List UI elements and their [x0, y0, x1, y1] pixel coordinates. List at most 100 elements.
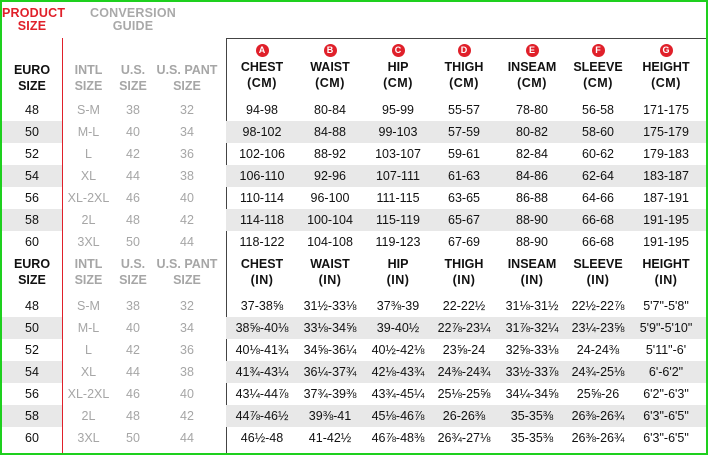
cm-us-size-header-line2: SIZE: [119, 79, 147, 93]
in-sleeve-cell: 26⅜-26¾: [571, 409, 625, 423]
in-inseam-cell: 33½-33⅞: [505, 365, 559, 379]
in-hip-cell: 43¾-45¼: [371, 387, 425, 401]
cm-euro-size-cell: 54: [25, 169, 39, 183]
cm-row: 58 2L 48 42 114-118 100-104 115-119 65-67 88-90 6…: [2, 209, 706, 231]
cm-row: 50 M-L 40 34 98-102 84-88 99-103 57-59 80-82 58-6…: [2, 121, 706, 143]
in-intl-size-cell: 3XL: [77, 431, 100, 445]
in-row: 56 XL-2XL 46 40 43¼-44⅞ 37¾-39⅜ 43¾-45¼ 25⅛-25⅝…: [2, 383, 706, 405]
in-us-size-cell: 50: [126, 431, 140, 445]
cm-waist-header-unit: (CM): [315, 76, 345, 90]
in-intl-size-cell: XL-2XL: [67, 387, 110, 401]
thigh-badge-icon: D: [457, 44, 471, 57]
cm-us-pant-size-cell: 42: [180, 213, 194, 227]
in-inseam-cell: 35-35⅜: [510, 409, 554, 423]
in-euro-size-cell: 56: [25, 387, 39, 401]
cm-thigh-cell: 65-67: [448, 213, 480, 227]
cm-sleeve-cell: 66-68: [582, 235, 614, 249]
cm-us-pant-size-header-line2: SIZE: [173, 79, 201, 93]
in-us-size-cell: 44: [126, 365, 140, 379]
in-height-cell: 5'11"-6': [645, 343, 687, 357]
in-us-size-cell: 46: [126, 387, 140, 401]
in-sleeve-cell: 24-24⅜: [576, 343, 620, 357]
in-height-header-name: HEIGHT: [642, 257, 690, 271]
in-chest-header-unit: (IN): [250, 273, 274, 287]
in-chest-cell: 38⅝-40⅛: [235, 321, 289, 335]
in-euro-size-header: EURO SIZE: [2, 256, 62, 288]
cm-height-cell: 171-175: [643, 103, 689, 117]
cm-waist-cell: 92-96: [314, 169, 346, 183]
in-hip-cell: 37⅜-39: [376, 299, 420, 313]
in-waist-cell: 39⅜-41: [308, 409, 352, 423]
cm-chest-header: A CHEST (CM): [228, 44, 296, 91]
in-hip-cell: 45⅛-46⅞: [371, 409, 425, 423]
cm-us-pant-size-header: U.S. PANT SIZE: [151, 62, 223, 94]
in-chest-header-name: CHEST: [240, 257, 284, 271]
in-intl-size-cell: XL: [80, 365, 97, 379]
in-sleeve-cell: 24¾-25⅛: [571, 365, 625, 379]
cm-inseam-cell: 84-86: [516, 169, 548, 183]
cm-waist-cell: 96-100: [310, 191, 350, 205]
cm-us-pant-size-cell: 38: [180, 169, 194, 183]
in-sleeve-header: SLEEVE (IN): [564, 256, 632, 288]
in-sleeve-header-name: SLEEVE: [573, 257, 623, 271]
cm-thigh-header-unit: (CM): [449, 76, 479, 90]
in-thigh-cell: 22-22½: [442, 299, 486, 313]
cm-row: 48 S-M 38 32 94-98 80-84 95-99 55-57 78-80 56-58 1…: [2, 99, 706, 121]
cm-intl-size-cell: 3XL: [77, 235, 100, 249]
in-inseam-cell: 32⅝-33⅛: [505, 343, 559, 357]
cm-waist-cell: 100-104: [307, 213, 353, 227]
in-us-pant-size-header-line2: SIZE: [173, 273, 201, 287]
cm-inseam-header-unit: (CM): [517, 76, 547, 90]
cm-chest-cell: 94-98: [246, 103, 278, 117]
cm-hip-header: C HIP (CM): [364, 44, 432, 91]
in-hip-header: HIP (IN): [364, 256, 432, 288]
in-sleeve-cell: 25⅝-26: [576, 387, 620, 401]
in-chest-cell: 44⅞-46½: [235, 409, 289, 423]
in-us-size-cell: 40: [126, 321, 140, 335]
cm-hip-cell: 111-115: [376, 191, 420, 205]
in-us-pant-size-cell: 40: [180, 387, 194, 401]
cm-hip-cell: 107-111: [375, 169, 421, 183]
in-waist-header-unit: (IN): [318, 273, 342, 287]
cm-intl-size-cell: 2L: [81, 213, 96, 227]
cm-intl-size-header: INTL SIZE: [62, 62, 115, 94]
in-waist-header: WAIST (IN): [296, 256, 364, 288]
cm-thigh-cell: 55-57: [448, 103, 480, 117]
cm-chest-cell: 102-106: [239, 147, 285, 161]
cm-us-size-header-line1: U.S.: [120, 63, 146, 77]
in-hip-cell: 42⅛-43¾: [371, 365, 425, 379]
in-euro-size-cell: 60: [25, 431, 39, 445]
in-inseam-header-name: INSEAM: [507, 257, 557, 271]
cm-inseam-cell: 78-80: [516, 103, 548, 117]
in-intl-size-cell: L: [85, 343, 92, 357]
product-size-title: PRODUCT SIZE: [2, 7, 65, 33]
in-chest-cell: 37-38⅝: [240, 299, 284, 313]
cm-hip-header-unit: (CM): [383, 76, 413, 90]
in-row: 60 3XL 50 44 46½-48 41-42½ 46⅞-48⅜ 26¾-27⅛ 35-35…: [2, 427, 706, 449]
in-waist-cell: 41-42½: [308, 431, 352, 445]
in-us-pant-size-cell: 44: [180, 431, 194, 445]
cm-chest-cell: 98-102: [242, 125, 282, 139]
cm-us-size-cell: 38: [126, 103, 140, 117]
cm-us-size-cell: 48: [126, 213, 140, 227]
measurement-table-frame: [226, 38, 706, 453]
in-intl-size-header-line1: INTL: [74, 257, 103, 271]
cm-sleeve-cell: 56-58: [582, 103, 614, 117]
in-intl-size-cell: S-M: [77, 299, 100, 313]
cm-sleeve-header: F SLEEVE (CM): [564, 44, 632, 91]
cm-thigh-header-name: THIGH: [444, 60, 484, 74]
in-us-pant-size-cell: 38: [180, 365, 194, 379]
in-height-header-unit: (IN): [654, 273, 678, 287]
in-us-pant-size-header-line1: U.S. PANT: [156, 257, 218, 271]
in-chest-cell: 41¾-43¼: [235, 365, 289, 379]
in-hip-cell: 40½-42⅛: [371, 343, 425, 357]
in-thigh-cell: 26-26⅜: [442, 409, 486, 423]
cm-hip-cell: 115-119: [375, 213, 421, 227]
cm-inseam-header-name: INSEAM: [507, 60, 557, 74]
in-height-cell: 6'2"-6'3": [643, 387, 689, 401]
cm-row: 54 XL 44 38 106-110 92-96 107-111 61-63 84-86 62-…: [2, 165, 706, 187]
cm-us-size-cell: 42: [126, 147, 140, 161]
in-thigh-header: THIGH (IN): [430, 256, 498, 288]
cm-height-cell: 191-195: [643, 235, 689, 249]
